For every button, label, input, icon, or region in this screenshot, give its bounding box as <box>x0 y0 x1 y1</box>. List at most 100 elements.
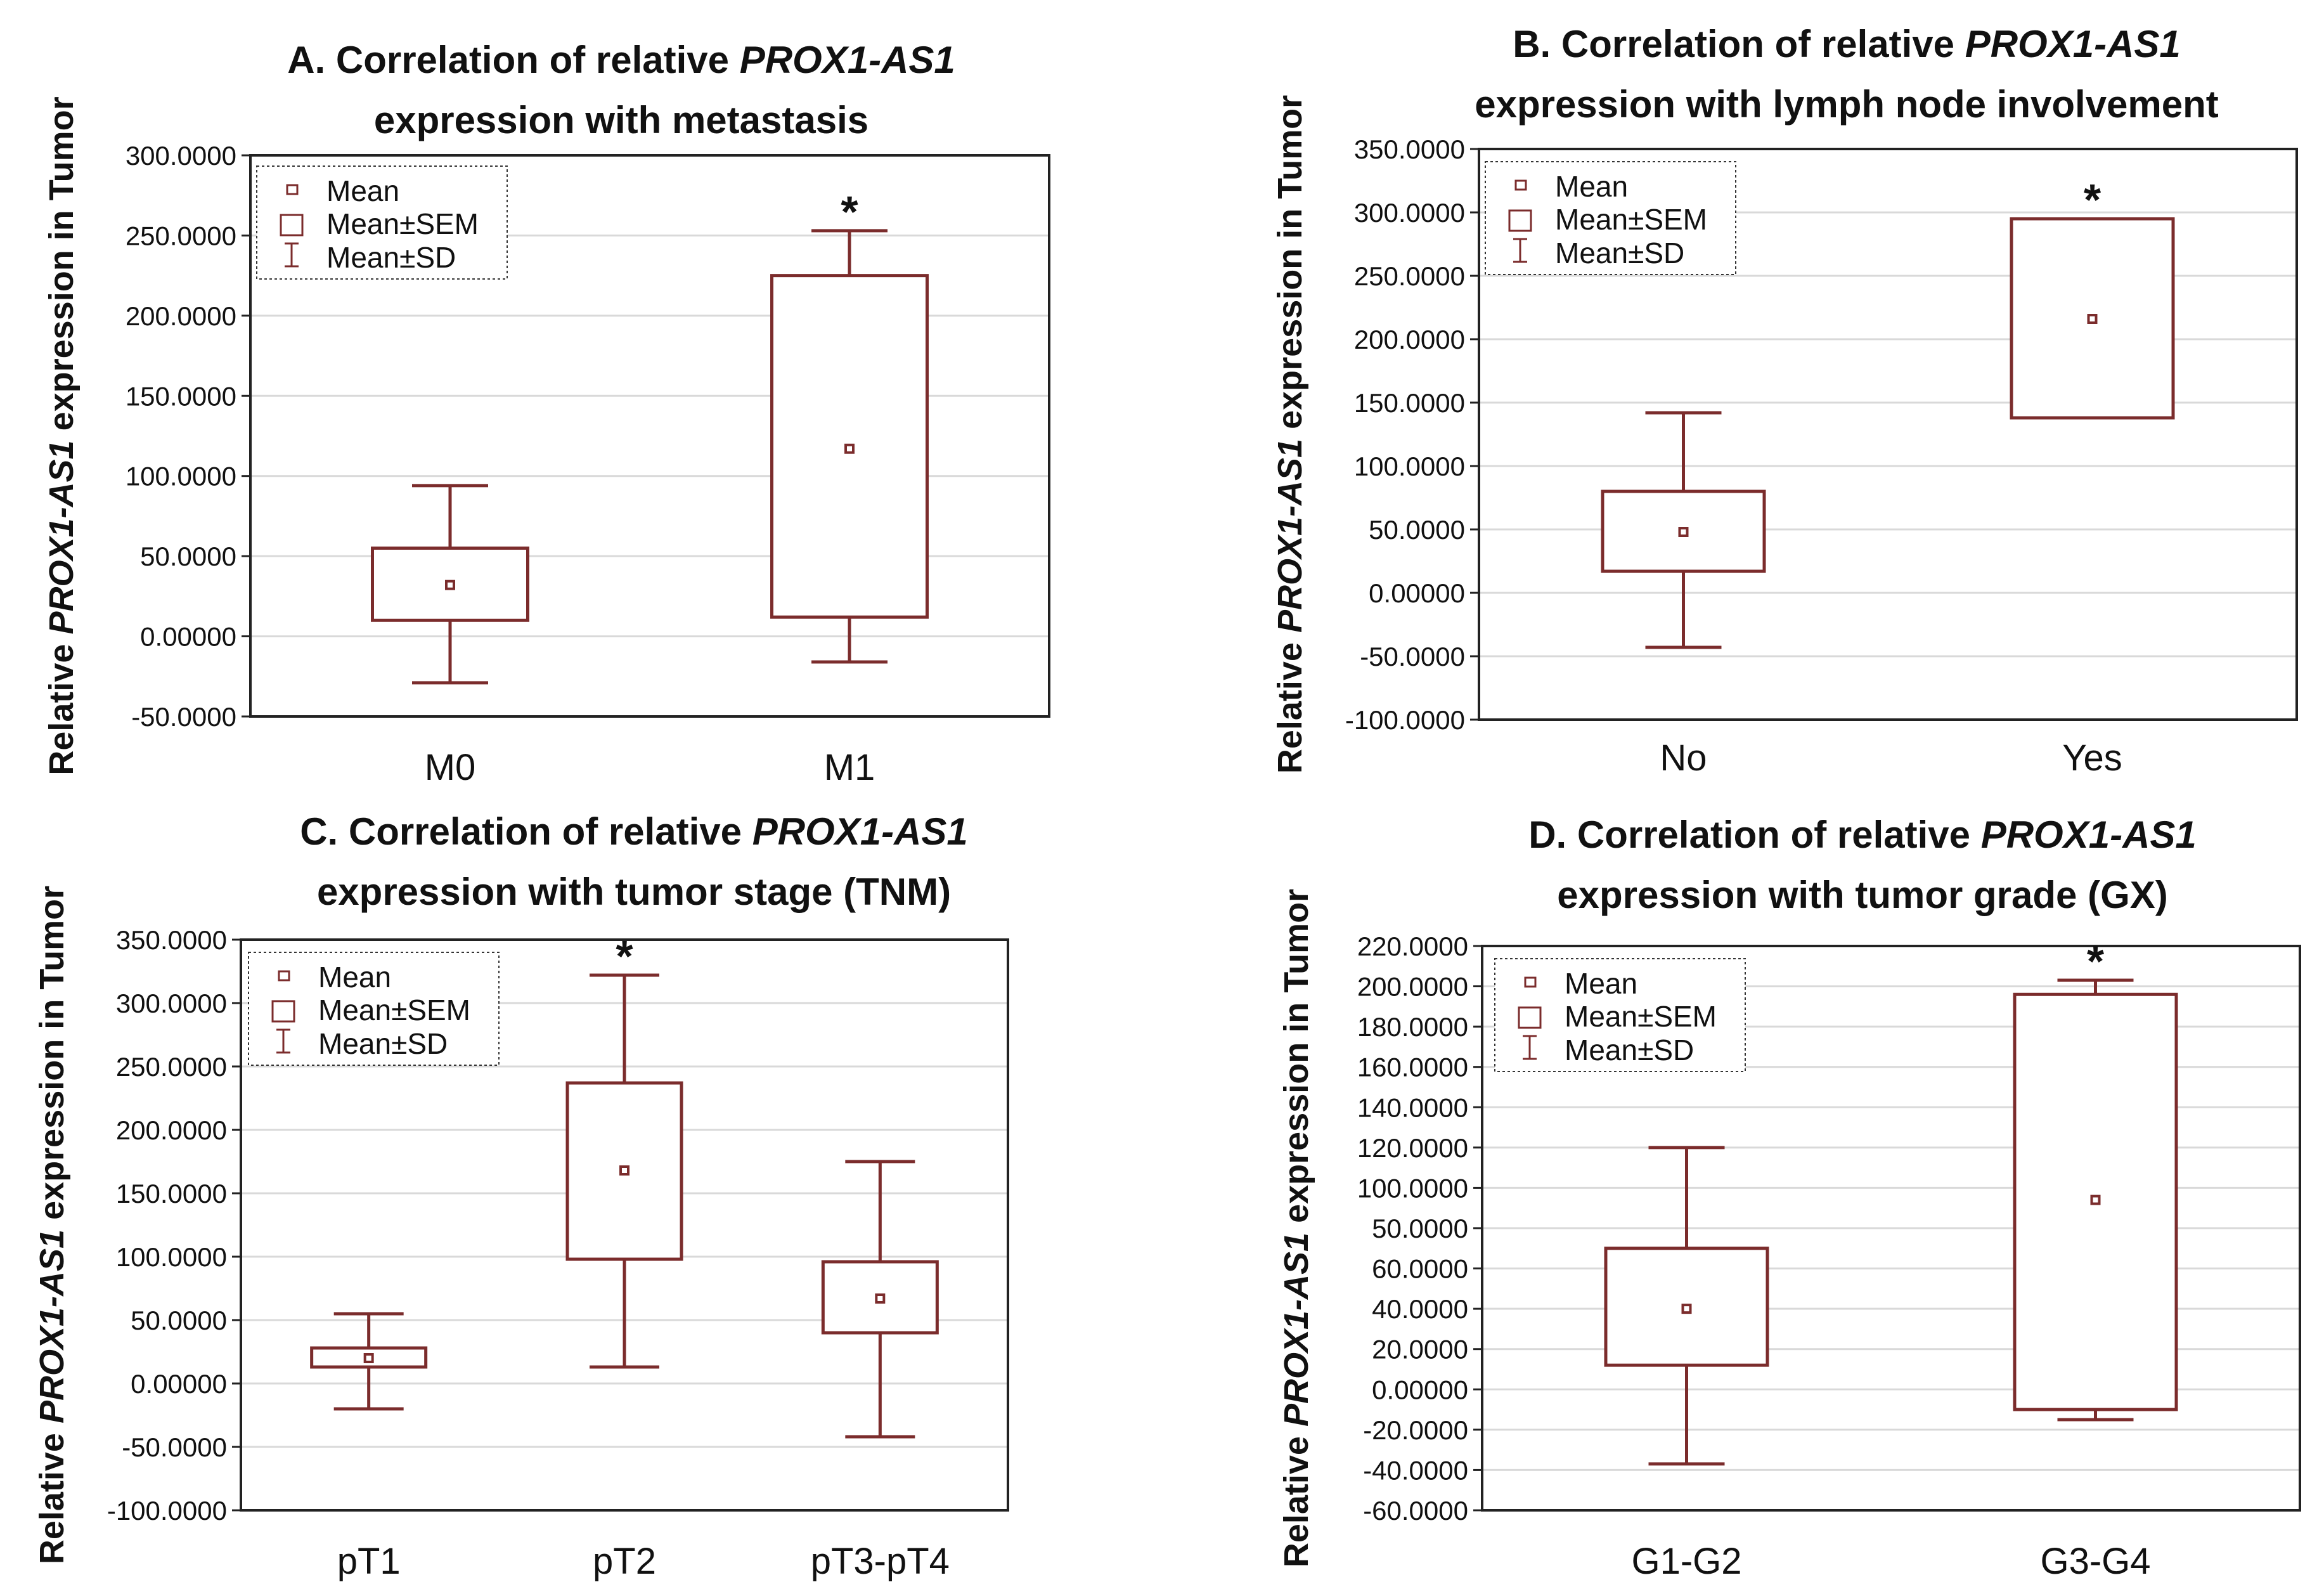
chart-title-gene: PROX1-AS1 <box>740 39 955 81</box>
y-tick-label: -50.0000 <box>1360 642 1465 671</box>
chart-svg-d: D. Correlation of relative PROX1-AS1 expr… <box>1277 813 2301 1582</box>
y-tick-label: 100.0000 <box>1357 1173 1468 1203</box>
chart-panel-a: A. Correlation of relative PROX1-AS1 expr… <box>0 0 1162 797</box>
group-yes-mean-marker <box>2087 314 2098 324</box>
group-m0-mean-marker <box>445 580 455 590</box>
y-tick-label: 0.00000 <box>131 1369 227 1399</box>
y-tick-label: 50.0000 <box>140 541 236 571</box>
y-tick-label: 120.0000 <box>1357 1133 1468 1163</box>
x-category-label: G3-G4 <box>2040 1541 2150 1582</box>
y-axis-label-prefix: Relative <box>1271 633 1309 774</box>
y-axis-label-suffix: expression in Tumor <box>42 96 81 440</box>
x-category-label: No <box>1660 737 1707 779</box>
chart-title-line1: D. Correlation of relative PROX1-AS1 <box>1528 813 2197 856</box>
y-tick-label: 0.00000 <box>1369 578 1465 608</box>
plot-frame <box>1481 945 2301 1512</box>
x-category-label: Yes <box>2062 737 2122 779</box>
chart-title-gene: PROX1-AS1 <box>752 810 968 853</box>
y-axis-label: Relative PROX1-AS1 expression in Tumor <box>1271 95 1309 774</box>
plot-frame <box>249 154 1050 718</box>
legend-sd-label: Mean±SD <box>1555 237 1684 269</box>
y-tick-label: 350.0000 <box>1354 134 1465 164</box>
y-tick-label: 50.0000 <box>1369 515 1465 545</box>
chart-title-line1: B. Correlation of relative PROX1-AS1 <box>1513 23 2181 65</box>
y-tick-label: 300.0000 <box>116 988 227 1018</box>
legend-sem-symbol <box>271 1000 295 1023</box>
group-pt3-pt4-mean-marker <box>875 1293 886 1304</box>
legend-mean-symbol <box>278 970 290 982</box>
chart-title-gene: PROX1-AS1 <box>1981 813 2197 856</box>
y-tick-label: 220.0000 <box>1357 931 1468 961</box>
y-tick-label: 150.0000 <box>1354 388 1465 418</box>
y-tick-label: -50.0000 <box>131 702 236 732</box>
y-axis-label-prefix: Relative <box>1277 1427 1315 1567</box>
y-axis-label-gene: PROX1-AS1 <box>1271 439 1309 633</box>
legend-mean-symbol <box>286 184 299 195</box>
chart-svg-a: A. Correlation of relative PROX1-AS1expr… <box>42 39 1050 788</box>
chart-panel-b: B. Correlation of relative PROX1-AS1 expr… <box>1162 0 2324 797</box>
y-tick-label: -20.0000 <box>1363 1415 1468 1445</box>
x-category-label: M0 <box>425 747 476 788</box>
y-axis-label-gene: PROX1-AS1 <box>42 440 81 634</box>
chart-title-line2: expression with lymph node involvement <box>1475 83 2219 126</box>
legend-mean-label: Mean <box>326 174 399 207</box>
chart-title-gene: PROX1-AS1 <box>1965 23 2181 65</box>
y-axis-label-suffix: expression in Tumor <box>1271 95 1309 439</box>
y-axis-label-gene: PROX1-AS1 <box>1277 1233 1315 1427</box>
y-axis-label: Relative PROX1-AS1 expression in Tumor <box>1277 889 1315 1567</box>
y-tick-label: 50.0000 <box>1372 1214 1468 1243</box>
y-tick-label: 200.0000 <box>1354 325 1465 354</box>
legend-sem-label: Mean±SEM <box>1565 1000 1717 1033</box>
y-tick-label: 180.0000 <box>1357 1012 1468 1042</box>
y-tick-label: 0.00000 <box>1372 1375 1468 1404</box>
y-axis-label-suffix: expression in Tumor <box>33 886 71 1229</box>
group-pt2-significance-star: * <box>616 931 633 981</box>
group-m1-mean-marker <box>844 443 855 454</box>
y-tick-label: 250.0000 <box>1354 261 1465 291</box>
y-axis-label-prefix: Relative <box>33 1423 71 1564</box>
y-tick-label: -100.0000 <box>107 1496 227 1526</box>
y-tick-label: -100.0000 <box>1345 705 1465 735</box>
legend-sem-label: Mean±SEM <box>1555 203 1707 236</box>
group-g3-g4-mean-marker <box>2090 1195 2101 1205</box>
y-tick-label: 150.0000 <box>126 381 236 411</box>
y-tick-label: 200.0000 <box>126 301 236 331</box>
y-axis-label-prefix: Relative <box>42 635 81 775</box>
x-category-label: pT3-pT4 <box>811 1541 950 1582</box>
y-axis-label-gene: PROX1-AS1 <box>33 1229 71 1423</box>
chart-title-line2: expression with tumor grade (GX) <box>1557 874 2168 916</box>
chart-panel-c: C. Correlation of relative PROX1-AS1 expr… <box>0 797 1162 1594</box>
y-tick-label: -50.0000 <box>122 1432 227 1462</box>
y-axis-label: Relative PROX1-AS1 expression in Tumor <box>33 886 71 1564</box>
group-no-mean-marker <box>1678 527 1689 537</box>
legend-sem-label: Mean±SEM <box>326 207 479 240</box>
group-pt2-sem-box <box>565 1081 683 1261</box>
chart-svg-b: B. Correlation of relative PROX1-AS1expr… <box>1271 23 2298 779</box>
chart-title-line2: expression with metastasis <box>374 99 868 141</box>
y-tick-label: 50.0000 <box>131 1306 227 1335</box>
chart-title-line2: expression with tumor stage (TNM) <box>317 871 951 913</box>
group-g3-g4-significance-star: * <box>2087 936 2105 986</box>
y-tick-label: 40.0000 <box>1372 1294 1468 1324</box>
chart-title-line1: C. Correlation of relative PROX1-AS1 <box>300 810 968 853</box>
y-tick-label: 300.0000 <box>126 141 236 171</box>
x-category-label: pT2 <box>593 1541 656 1582</box>
y-tick-label: 300.0000 <box>1354 198 1465 228</box>
legend-sd-label: Mean±SD <box>318 1027 448 1060</box>
chart-title-prefix: A. Correlation of relative <box>287 39 740 81</box>
y-tick-label: 20.0000 <box>1372 1335 1468 1364</box>
legend-sem-symbol <box>1508 209 1532 232</box>
chart-title-prefix: B. Correlation of relative <box>1513 23 1965 65</box>
group-g1-g2-mean-marker <box>1681 1304 1692 1314</box>
group-pt2-mean-marker <box>619 1165 629 1176</box>
chart-panel-d: D. Correlation of relative PROX1-AS1 expr… <box>1162 797 2324 1594</box>
y-axis-label-suffix: expression in Tumor <box>1277 889 1315 1233</box>
x-category-label: G1-G2 <box>1631 1541 1741 1582</box>
x-category-label: M1 <box>824 747 875 788</box>
y-tick-label: 100.0000 <box>126 462 236 491</box>
y-tick-label: 0.00000 <box>140 622 236 652</box>
y-tick-label: 60.0000 <box>1372 1254 1468 1284</box>
y-tick-label: 140.0000 <box>1357 1092 1468 1122</box>
legend-sem-symbol <box>1518 1006 1542 1029</box>
y-tick-label: 100.0000 <box>116 1242 227 1272</box>
